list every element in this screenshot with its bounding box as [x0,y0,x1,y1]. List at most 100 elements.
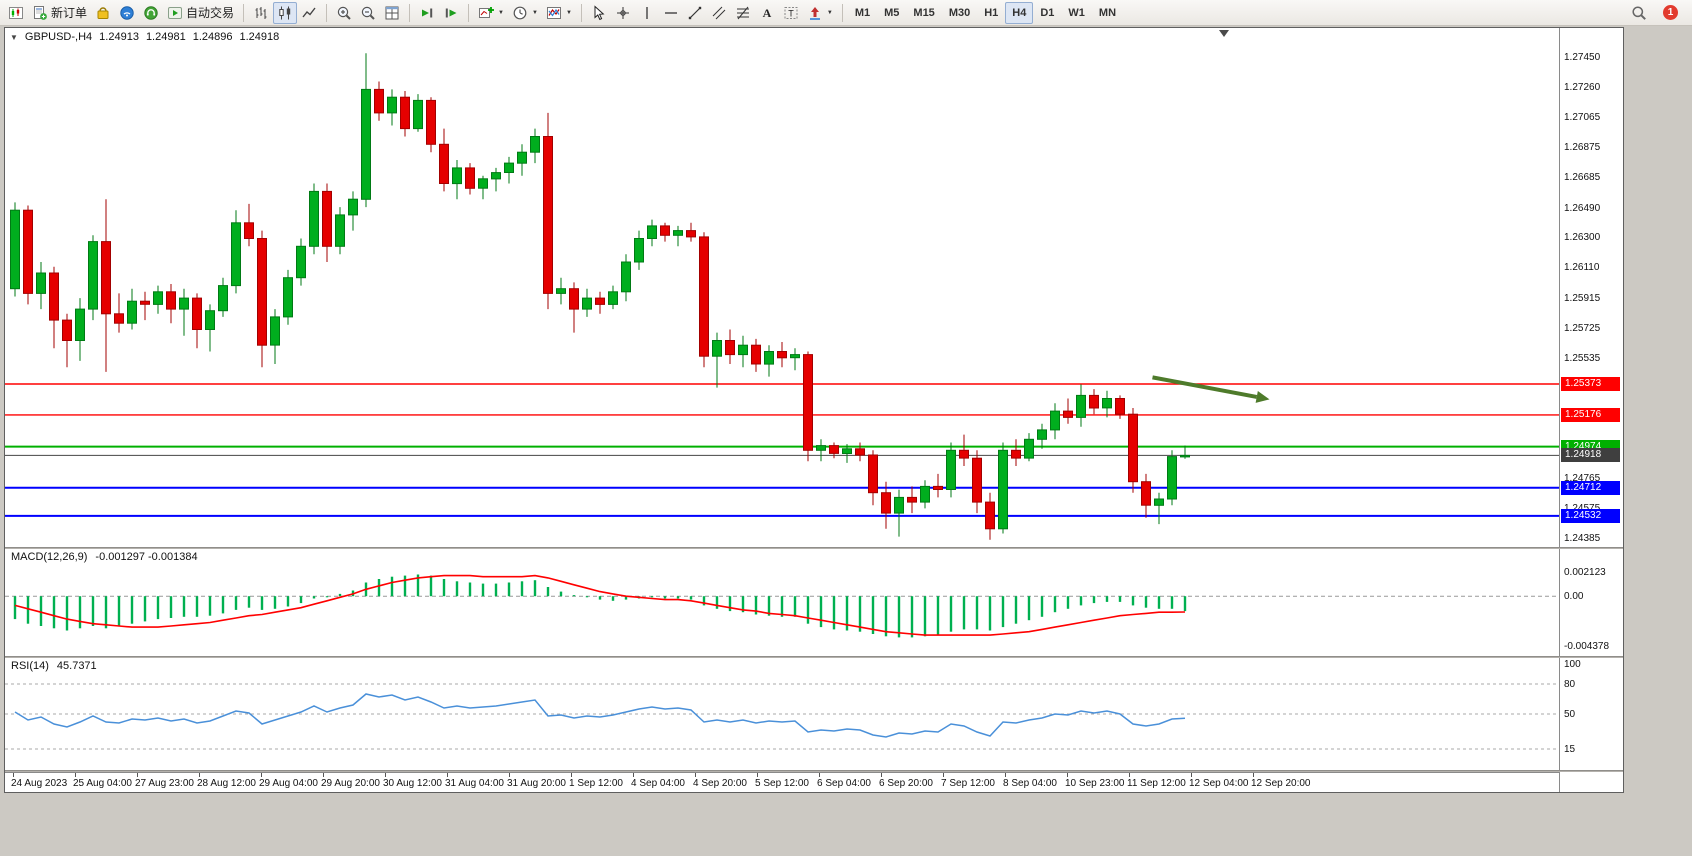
time-axis-tick [75,773,76,777]
indicators-button[interactable]: ▼ [542,2,576,24]
time-axis-label: 29 Aug 04:00 [259,778,318,789]
line-chart-button[interactable] [297,2,321,24]
price-axis[interactable]: 1.27450 1.27260 1.27065 1.26875 1.26685 1.264… [1559,28,1623,792]
arrow-annotation-head[interactable] [1255,391,1270,403]
vps-button[interactable] [139,2,163,24]
new-chart-button[interactable] [4,2,28,24]
vertical-line-button[interactable] [635,2,659,24]
rsi-axis-label: 50 [1564,709,1576,720]
fibonacci-icon [735,5,751,21]
levels-layer[interactable] [5,383,1559,517]
timeframe-m30-button[interactable]: M30 [942,2,977,24]
text-button[interactable]: A [755,2,779,24]
price-axis-label: 1.27260 [1564,81,1601,93]
signals-button[interactable] [115,2,139,24]
rsi-axis-label: 80 [1564,679,1576,690]
timeframe-w1-button[interactable]: W1 [1061,2,1092,24]
macd-pane[interactable] [5,549,1559,656]
autotrading-button[interactable]: 自动交易 [163,2,238,24]
price-axis-label: 1.26685 [1564,172,1601,184]
quick-trade-toggle-icon[interactable]: ▼ [10,32,18,42]
line-chart-icon [301,5,317,21]
macd-values: -0.001297 -0.001384 [95,551,198,563]
label-button[interactable]: T [779,2,803,24]
rsi-axis-label: 15 [1564,744,1576,755]
toolbar-group-zoom [332,2,404,24]
tile-windows-button[interactable] [380,2,404,24]
bar-chart-icon [253,5,269,21]
auto-scroll-button[interactable] [415,2,439,24]
timeframe-d1-button[interactable]: D1 [1033,2,1061,24]
timeframe-m15-button[interactable]: M15 [906,2,941,24]
time-axis-tick [137,773,138,777]
price-level-badge: 1.24532 [1561,508,1620,523]
indicators-icon [546,5,562,21]
price-axis-label: 1.26490 [1564,202,1601,214]
trendline-button[interactable] [683,2,707,24]
bar-chart-button[interactable] [249,2,273,24]
pane-separator[interactable] [5,770,1623,772]
signals-icon [119,5,135,21]
toolbar-separator [326,3,328,22]
macd-label: MACD(12,26,9) -0.001297 -0.001384 [11,551,198,563]
toolbar-separator [243,3,245,22]
arrow-annotation[interactable] [1152,375,1258,399]
timeframe-mn-button[interactable]: MN [1092,2,1123,24]
trendline-icon [687,5,703,21]
time-axis-label: 25 Aug 04:00 [73,778,132,789]
toolbar-groups: 新订单 自动交易 ▼ ▼ ▼ A T ▼ M1 M5 M15 M30 H1 H4 D1 W1 MN [4,1,1123,24]
time-axis-label: 31 Aug 04:00 [445,778,504,789]
time-axis-tick [943,773,944,777]
time-axis-label: 28 Aug 12:00 [197,778,256,789]
pane-separator[interactable] [5,656,1623,658]
price-chart[interactable] [5,28,1559,547]
price-level-badge: 1.24712 [1561,480,1620,495]
toolbar-separator [580,3,582,22]
dropdown-caret-icon: ▼ [498,9,504,16]
market-button[interactable] [91,2,115,24]
pane-separator[interactable] [5,547,1623,549]
periods-button[interactable]: ▼ [508,2,542,24]
toolbar-group-scroll [415,2,463,24]
horizontal-line-button[interactable] [659,2,683,24]
time-axis-tick [819,773,820,777]
rsi-value: 45.7371 [56,660,97,672]
rsi-pane[interactable] [5,658,1559,770]
new-template-icon [478,5,495,21]
timeframe-h4-button[interactable]: H4 [1005,1,1034,24]
price-axis-label: 1.25535 [1564,352,1601,364]
channel-button[interactable] [707,2,731,24]
candlestick-chart-button[interactable] [273,1,298,24]
zoom-out-button[interactable] [356,2,380,24]
ohlc-low: 1.24896 [192,31,233,43]
fibonacci-button[interactable] [731,2,755,24]
cursor-icon [591,4,607,21]
search-button[interactable] [1627,2,1651,24]
time-axis-tick [1005,773,1006,777]
candles-layer[interactable] [10,53,1190,540]
timeframe-m5-button[interactable]: M5 [877,2,906,24]
toolbar-separator [841,3,843,22]
time-axis[interactable]: 24 Aug 2023 25 Aug 04:00 27 Aug 23:00 28 Au… [5,772,1559,792]
new-order-button[interactable]: 新订单 [28,2,91,24]
time-axis-label: 4 Sep 04:00 [631,778,685,789]
crosshair-button[interactable] [611,2,635,24]
ohlc-close: 1.24918 [239,31,280,43]
arrows-button[interactable]: ▼ [803,2,837,24]
dropdown-caret-icon: ▼ [531,9,538,16]
chart-shift-marker-icon[interactable] [1219,30,1229,37]
chart-shift-button[interactable] [439,2,463,24]
notification-badge[interactable]: 1 [1663,5,1678,20]
time-axis-tick [447,773,448,777]
auto-scroll-icon [419,5,435,21]
timeframe-m1-button[interactable]: M1 [848,2,877,24]
time-axis-label: 30 Aug 12:00 [383,778,442,789]
templates-button[interactable]: ▼ [474,2,508,24]
toolbar-group-chart-types [249,1,321,24]
cursor-button[interactable] [587,2,611,24]
zoom-in-button[interactable] [332,2,356,24]
price-axis-label: 1.26110 [1564,262,1600,274]
zoom-in-icon [336,5,352,21]
timeframe-h1-button[interactable]: H1 [977,2,1005,24]
toolbar: 新订单 自动交易 ▼ ▼ ▼ A T ▼ M1 M5 M15 M30 H1 H4 D1 W1 MN 1 [0,0,1692,26]
